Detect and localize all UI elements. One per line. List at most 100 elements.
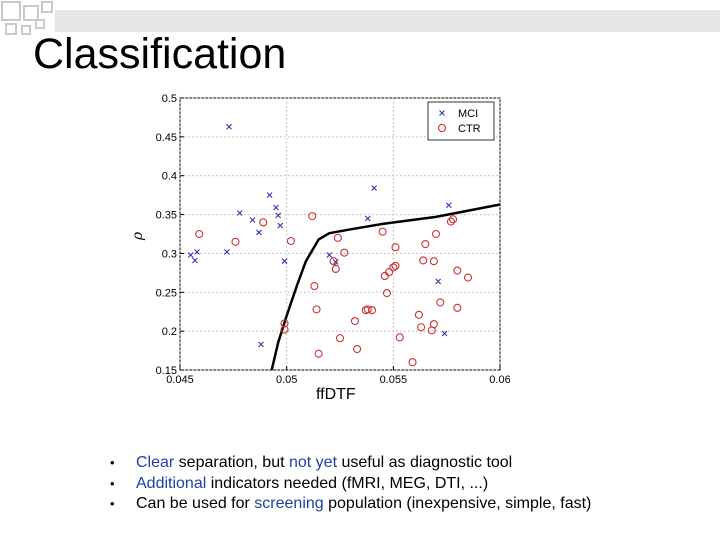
mci-point (192, 257, 198, 264)
highlighted-text: not yet (288, 454, 338, 471)
ctr-point (329, 257, 338, 266)
mci-point (266, 192, 273, 199)
mci-point (275, 212, 282, 219)
bullet-text: population (inexpensive, simple, fast) (323, 495, 592, 512)
ctr-point (429, 257, 438, 266)
mci-point (224, 248, 230, 255)
decision-boundary (270, 203, 501, 371)
legend-label: CTR (458, 123, 481, 135)
ctr-point (259, 218, 268, 227)
mci-point (364, 215, 371, 222)
ctr-point (429, 320, 438, 329)
chart-legend: MCI CTR (427, 101, 495, 141)
data-points (187, 123, 473, 367)
decision-boundary-line (270, 203, 501, 371)
ctr-point (350, 316, 359, 326)
ctr-point (280, 325, 289, 334)
ctr-point (378, 227, 387, 236)
ctr-point (363, 305, 372, 314)
decoration-square (5, 23, 17, 35)
ctr-point (453, 266, 462, 275)
mci-point (435, 278, 442, 285)
ctr-point (421, 240, 430, 249)
legend-box (427, 101, 495, 141)
ctr-point (195, 229, 204, 239)
mci-point (258, 341, 264, 348)
bullet-item: Can be used for screening population (in… (110, 494, 591, 515)
decoration-bar (55, 10, 720, 32)
highlighted-text: Clear (136, 454, 175, 471)
ctr-point (312, 305, 321, 314)
y-tick-label: 0.25 (156, 287, 177, 299)
decoration-square (21, 25, 31, 35)
ctr-point (353, 344, 362, 354)
ctr-point (453, 303, 462, 312)
ctr-point (391, 261, 400, 270)
ctr-point (314, 349, 323, 358)
mci-point (326, 252, 333, 258)
ctr-point (408, 358, 417, 367)
mci-point (277, 222, 284, 229)
mci-point (273, 204, 279, 211)
mci-point (249, 217, 256, 223)
ctr-point (395, 333, 404, 342)
corner-decoration (1, 1, 720, 35)
y-tick-label: 0.3 (162, 248, 177, 260)
mci-point (226, 123, 232, 130)
mci-point (187, 252, 194, 258)
decoration-square (1, 1, 21, 21)
y-tick-label: 0.4 (162, 171, 177, 183)
y-axis-label: ρ (130, 231, 146, 241)
x-tick-label: 0.05 (276, 374, 297, 386)
decoration-square (35, 19, 45, 29)
ctr-point (414, 310, 423, 319)
ctr-point (340, 248, 349, 257)
ctr-point (417, 323, 426, 332)
decoration-square (41, 1, 53, 13)
ctr-point (231, 237, 240, 246)
y-axis-ticks: 0.15 0.2 0.25 0.3 0.35 0.4 0.45 0.5 (156, 93, 184, 377)
highlighted-text: Additional (136, 474, 207, 492)
bullet-item: Clear separation, but not yet useful as … (110, 453, 591, 474)
legend-marker-ctr (437, 123, 447, 133)
mci-point (371, 185, 378, 192)
y-tick-label: 0.2 (162, 326, 177, 338)
ctr-point (286, 236, 295, 246)
bullet-item: Additional indicators needed (fMRI, MEG,… (110, 474, 591, 495)
legend-marker-mci (439, 110, 445, 116)
y-tick-label: 0.15 (156, 365, 177, 377)
highlighted-text: screening (254, 495, 324, 512)
x-axis-ticks: 0.045 0.05 0.055 0.06 (166, 366, 510, 386)
bullet-text: indicators needed (fMRI, MEG, DTI, ...) (206, 474, 489, 492)
page-title: Classification (33, 30, 287, 78)
ctr-point (431, 229, 441, 239)
ctr-point (310, 282, 319, 291)
ctr-point (389, 263, 398, 272)
mci-point (256, 229, 262, 236)
decoration-squares (1, 1, 53, 35)
x-tick-label: 0.045 (166, 374, 194, 386)
ctr-point (463, 273, 473, 282)
scatter-chart: 0.045 0.05 0.055 0.06 0.15 0.2 0.25 0.3 0.35 0.4… (130, 93, 510, 386)
decoration-square (23, 5, 39, 21)
x-axis-label: ffDTF (316, 386, 356, 403)
mci-point (441, 330, 448, 337)
ctr-point (391, 243, 400, 252)
mci-point (281, 258, 288, 265)
bullet-list: Clear separation, but not yet useful as … (110, 453, 591, 515)
bullet-text: separation, but (174, 454, 289, 471)
ctr-point (449, 215, 458, 224)
bullet-text: Can be used for (136, 495, 255, 512)
ctr-point (385, 268, 394, 277)
mci-point (445, 202, 452, 209)
mci-point (194, 248, 200, 255)
bullet-text: useful as diagnostic tool (337, 454, 513, 471)
mci-point (236, 210, 243, 216)
legend-label: MCI (458, 108, 478, 120)
ctr-point (367, 306, 377, 315)
y-tick-label: 0.35 (156, 210, 177, 222)
ctr-point (382, 289, 391, 298)
chart-grid (179, 97, 501, 371)
x-tick-label: 0.06 (489, 374, 510, 386)
ctr-point (419, 256, 428, 265)
